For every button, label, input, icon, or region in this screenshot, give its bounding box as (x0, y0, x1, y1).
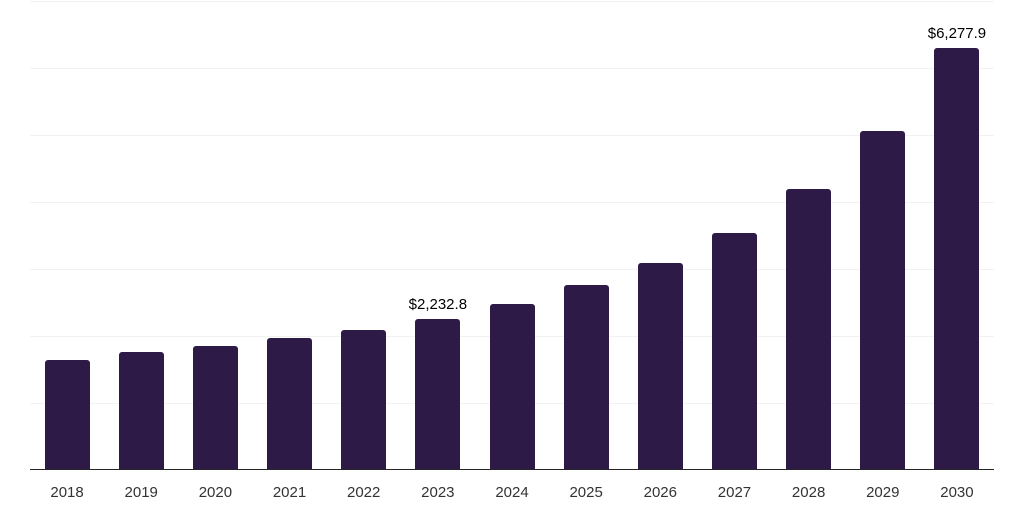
bar-2029 (860, 131, 906, 469)
bar-value-label-2030: $6,277.9 (927, 25, 987, 43)
bar-2019 (118, 352, 164, 469)
x-tick-2030: 2030 (940, 484, 974, 501)
x-tick-2020: 2020 (198, 484, 233, 501)
x-tick-2019: 2019 (124, 484, 158, 501)
x-tick-2024: 2024 (495, 484, 529, 501)
plot-area: $2,232.8 $6,277.9 (30, 1, 994, 470)
x-tick-2025: 2025 (569, 484, 603, 501)
bar-2021 (267, 338, 313, 469)
x-axis: 2018 2019 2020 2021 2022 2023 2024 2025 2026 2027… (30, 484, 994, 504)
bar-value-label-2023: $2,232.8 (408, 296, 468, 314)
bar-2022 (341, 330, 387, 469)
bar-2026 (637, 262, 683, 469)
bar-2024 (489, 303, 535, 469)
x-tick-2022: 2022 (347, 484, 381, 501)
x-tick-2028: 2028 (791, 484, 826, 501)
x-tick-2029: 2029 (866, 484, 900, 501)
x-tick-2018: 2018 (50, 484, 84, 501)
gridline-5000 (30, 135, 994, 136)
x-tick-2023: 2023 (421, 484, 455, 501)
x-tick-2026: 2026 (643, 484, 677, 501)
gridline-3000 (30, 269, 994, 270)
bar-2027 (711, 233, 757, 469)
bar-2028 (786, 188, 832, 469)
gridline-4000 (30, 202, 994, 203)
gridline-7000 (30, 1, 994, 2)
bar-2030 (934, 48, 980, 469)
bar-2023 (415, 319, 461, 469)
bar-2018 (44, 359, 90, 469)
gridline-6000 (30, 68, 994, 69)
bar-2025 (563, 285, 609, 469)
bar-2020 (192, 345, 238, 469)
x-tick-2027: 2027 (717, 484, 752, 501)
x-tick-2021: 2021 (272, 484, 307, 501)
